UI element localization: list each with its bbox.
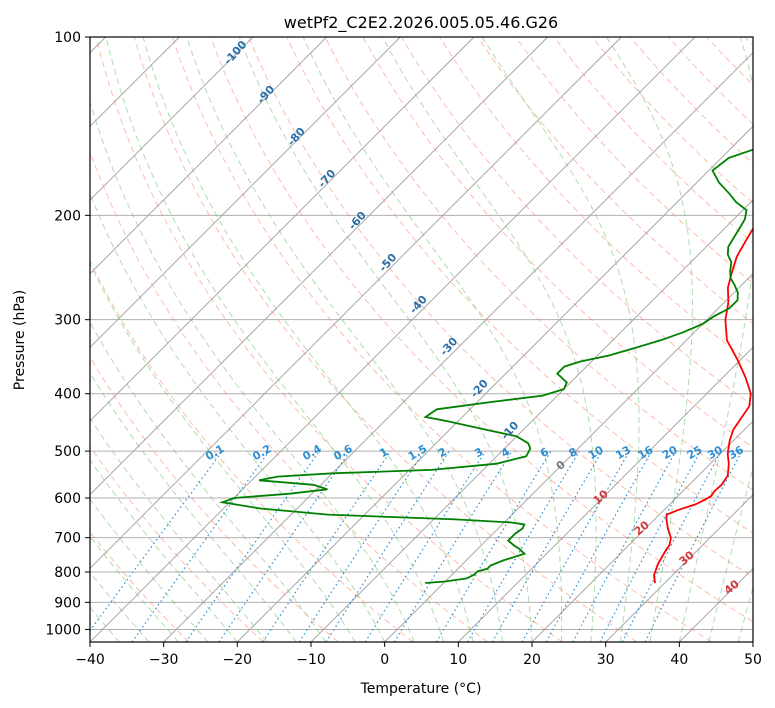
dry-adiabat-line (248, 37, 753, 578)
moist-adiabat-line (90, 262, 356, 642)
mixing-ratio-line (466, 450, 580, 642)
dry-adiabat-line (515, 37, 753, 284)
mixing-ratio-line (599, 450, 702, 642)
x-tick-label: −10 (296, 652, 326, 668)
moist-adiabat-line (90, 417, 268, 642)
grid-layer (90, 37, 753, 642)
dewpoint-profile-line (218, 148, 753, 584)
mixing-ratio-line (325, 450, 450, 642)
dry-adiabat-line (210, 37, 753, 623)
moist-adiabat-line (238, 37, 533, 642)
moist-adiabat-line (186, 37, 503, 642)
moist-adiabat-line (481, 37, 640, 642)
mixing-ratio-line (435, 450, 552, 642)
x-tick-label: 20 (523, 652, 541, 668)
dry-adiabat-line (286, 37, 753, 534)
x-tick-label: −30 (149, 652, 179, 668)
x-tick-label: 10 (449, 652, 467, 668)
moist-adiabat-line (105, 37, 445, 642)
plot-frame (89, 36, 754, 643)
x-tick-label: −20 (223, 652, 253, 668)
isotherm-line (237, 125, 753, 642)
guide-lines-layer (90, 37, 753, 642)
moist-adiabat-line (708, 465, 753, 642)
x-tick-label: 0 (380, 652, 389, 668)
moist-adiabat-line (678, 37, 753, 642)
isotherm-line (163, 52, 753, 642)
x-tick-label: 50 (744, 652, 762, 668)
moist-adiabat-line (737, 585, 753, 642)
moist-adiabat-line (90, 192, 386, 642)
y-tick-label: 100 (54, 30, 81, 46)
y-tick-label: 300 (54, 313, 81, 329)
isotherm-line (90, 37, 548, 496)
y-tick-label: 700 (54, 531, 81, 547)
mixing-ratio-line (262, 450, 392, 642)
mixing-ratio-line (364, 450, 486, 642)
isotherm-line (90, 37, 696, 642)
moist-adiabat-line (90, 371, 297, 642)
dry-adiabat-line (90, 445, 264, 642)
x-tick-label: 30 (597, 652, 615, 668)
mixing-ratio-line (185, 450, 320, 642)
dry-adiabat-line (171, 37, 712, 642)
moist-adiabat-line (606, 37, 693, 642)
y-tick-label: 1000 (45, 622, 81, 638)
isotherm-line (458, 346, 753, 642)
moist-adiabat-line (90, 571, 150, 642)
moist-adiabat-line (381, 37, 597, 642)
dry-adiabat-line (324, 37, 753, 491)
y-tick-label: 900 (54, 595, 81, 611)
dry-adiabat-line (95, 37, 563, 642)
moist-adiabat-line (90, 459, 238, 642)
y-tick-label: 800 (54, 565, 81, 581)
moist-adiabat-line (90, 498, 209, 642)
x-tick-label: −40 (75, 652, 105, 668)
profiles-layer (218, 148, 753, 584)
axis-ticks-layer: −40 −30 −20 −10 0 10 20 30 40 50 100 200 300 400 500 60… (45, 30, 762, 668)
isotherm-line (384, 273, 753, 642)
y-tick-label: 200 (54, 208, 81, 224)
mixing-ratio-line (218, 450, 351, 642)
moist-adiabat-line (90, 535, 179, 642)
x-axis-label: Temperature (°C) (360, 681, 482, 697)
y-axis-label: Pressure (hPa) (12, 290, 28, 390)
x-tick-label: 40 (670, 652, 688, 668)
moist-adiabat-line (90, 321, 327, 642)
isotherm-line (90, 37, 254, 201)
mixing-ratio-line (298, 450, 425, 642)
mixing-ratio-line (572, 450, 677, 642)
y-tick-label: 400 (54, 387, 81, 403)
isotherm-line (605, 494, 753, 642)
isotherm-line (90, 37, 327, 275)
dry-adiabat-line (133, 37, 638, 642)
isotherm-line (90, 37, 475, 422)
temperature-profile-line (653, 226, 753, 584)
y-tick-label: 500 (54, 444, 81, 460)
isotherm-line (90, 37, 622, 569)
moist-adiabat-line (302, 37, 563, 642)
mixing-ratio-line (393, 450, 513, 642)
isotherm-line (531, 420, 753, 642)
y-tick-label: 600 (54, 491, 81, 507)
isotherm-line (90, 37, 401, 348)
moist-adiabat-line (142, 37, 474, 642)
chart-title: wetPf2_C2E2.2026.005.05.46.G26 (284, 13, 558, 33)
dry-adiabat-line (90, 259, 414, 642)
